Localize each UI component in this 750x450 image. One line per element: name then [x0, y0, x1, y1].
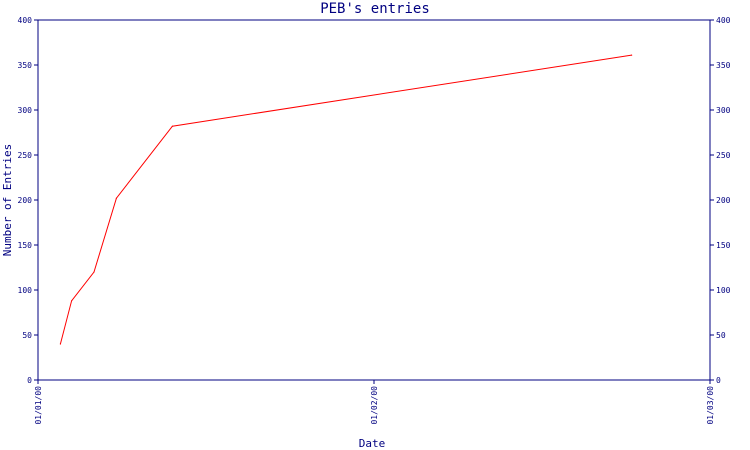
data-point [59, 343, 62, 345]
y-tick-label-right: 400 [716, 16, 731, 25]
y-tick-label-right: 300 [716, 106, 731, 115]
y-tick-label-right: 100 [716, 286, 731, 295]
y-tick-label-left: 300 [18, 106, 33, 115]
x-tick-label: 01/01/00 [34, 386, 43, 425]
data-point [631, 54, 633, 56]
y-tick-label-left: 0 [27, 376, 32, 385]
y-ticks-left: 0 50 100 150 200 250 300 350 400 [18, 16, 38, 385]
x-ticks: 01/01/00 01/02/00 01/03/00 [34, 380, 715, 425]
x-tick-label: 01/03/00 [706, 386, 715, 425]
data-point [93, 271, 95, 273]
y-tick-label-left: 350 [18, 61, 33, 70]
y-axis-label: Number of Entries [1, 144, 14, 257]
data-point [71, 300, 73, 302]
y-tick-label-right: 0 [716, 376, 721, 385]
y-tick-label-right: 150 [716, 241, 731, 250]
y-tick-label-right: 50 [716, 331, 726, 340]
y-tick-label-left: 250 [18, 151, 33, 160]
y-tick-label-left: 50 [22, 331, 32, 340]
series-layer [59, 54, 633, 345]
x-axis-label: Date [359, 437, 386, 450]
series-line [59, 54, 632, 345]
y-tick-label-left: 200 [18, 196, 33, 205]
y-ticks-right: 0 50 100 150 200 250 300 350 400 [710, 16, 731, 385]
data-point [171, 125, 173, 127]
plot-frame [37, 19, 711, 381]
x-tick-label: 01/02/00 [370, 386, 379, 425]
y-tick-label-left: 100 [18, 286, 33, 295]
y-tick-label-right: 250 [716, 151, 731, 160]
y-tick-label-left: 400 [18, 16, 33, 25]
y-tick-label-right: 350 [716, 61, 731, 70]
y-tick-label-right: 200 [716, 196, 731, 205]
y-tick-label-left: 150 [18, 241, 33, 250]
chart-title: PEB's entries [320, 1, 430, 17]
data-point [115, 197, 117, 199]
